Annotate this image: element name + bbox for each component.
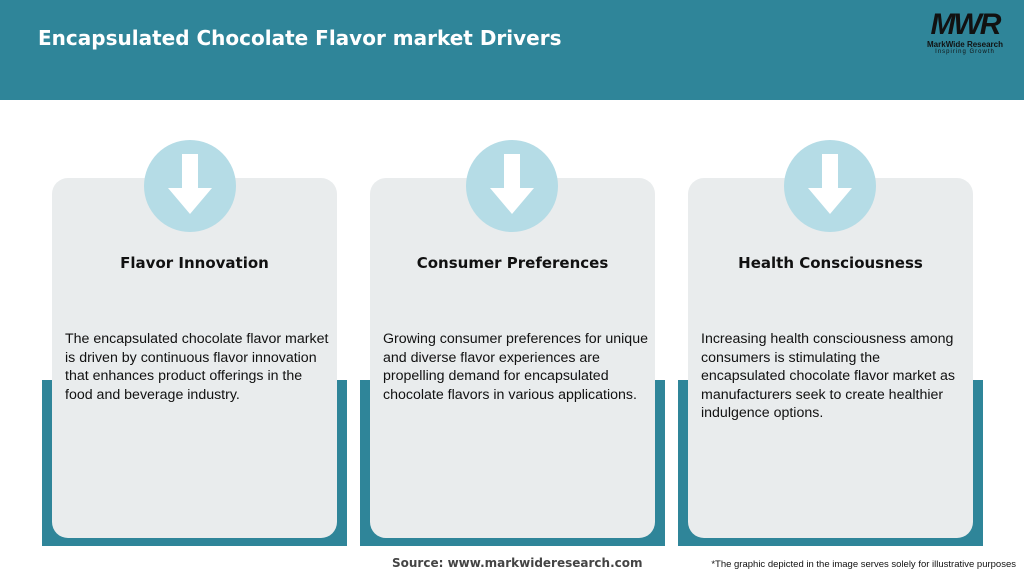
header-banner: Encapsulated Chocolate Flavor market Dri… (0, 0, 1024, 100)
driver-card: Consumer Preferences Growing consumer pr… (370, 178, 655, 538)
card-text: The encapsulated chocolate flavor market… (65, 331, 329, 403)
page-title: Encapsulated Chocolate Flavor market Dri… (38, 26, 562, 50)
card-text: Increasing health consciousness among co… (701, 331, 955, 421)
source-text: Source: www.markwideresearch.com (392, 556, 643, 570)
driver-card: Health Consciousness Increasing health c… (688, 178, 973, 538)
arrow-down-icon (144, 140, 236, 232)
card-text: Growing consumer preferences for unique … (383, 331, 648, 403)
arrow-down-icon (466, 140, 558, 232)
card-title: Consumer Preferences (416, 254, 609, 272)
card-title: Flavor Innovation (120, 254, 269, 272)
logo-tagline: Inspiring Growth (935, 49, 995, 55)
logo: MWR MarkWide Research Inspiring Growth (922, 10, 1008, 56)
card-title: Health Consciousness (738, 254, 923, 272)
disclaimer-note: *The graphic depicted in the image serve… (711, 559, 1016, 570)
driver-card: Flavor Innovation The encapsulated choco… (52, 178, 337, 538)
arrow-down-icon (784, 140, 876, 232)
logo-mark: MWR (930, 8, 1002, 41)
logo-name: MarkWide Research (927, 40, 1003, 49)
